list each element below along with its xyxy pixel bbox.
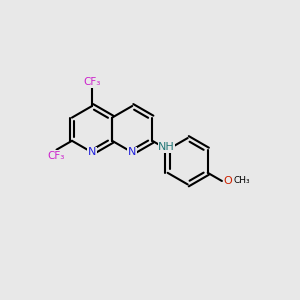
Text: O: O — [224, 176, 232, 186]
Text: N: N — [88, 147, 96, 158]
Text: CF₃: CF₃ — [48, 151, 65, 160]
Text: CH₃: CH₃ — [233, 176, 250, 185]
Text: CF₃: CF₃ — [83, 77, 101, 87]
Text: NH: NH — [158, 142, 175, 152]
Text: N: N — [128, 147, 136, 158]
